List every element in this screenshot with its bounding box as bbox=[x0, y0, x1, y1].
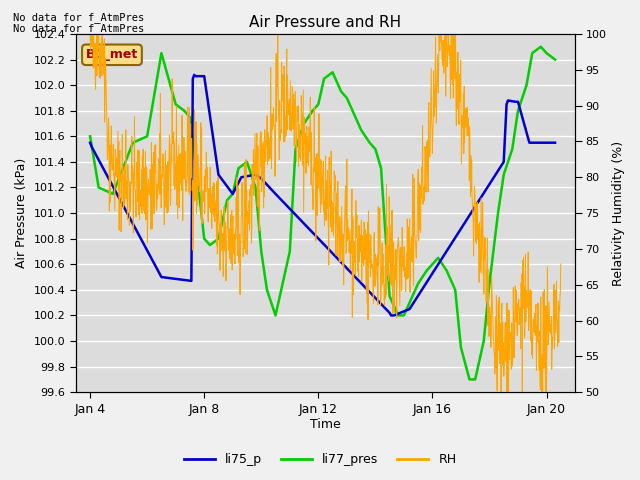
Legend: li75_p, li77_pres, RH: li75_p, li77_pres, RH bbox=[179, 448, 461, 471]
X-axis label: Time: Time bbox=[310, 419, 341, 432]
Y-axis label: Relativity Humidity (%): Relativity Humidity (%) bbox=[612, 141, 625, 286]
Y-axis label: Air Pressure (kPa): Air Pressure (kPa) bbox=[15, 158, 28, 268]
Title: Air Pressure and RH: Air Pressure and RH bbox=[250, 15, 401, 30]
Text: BC_met: BC_met bbox=[86, 48, 138, 61]
Text: No data for f_AtmPres: No data for f_AtmPres bbox=[13, 12, 144, 23]
Text: No data for f_AtmPres: No data for f_AtmPres bbox=[13, 23, 144, 34]
